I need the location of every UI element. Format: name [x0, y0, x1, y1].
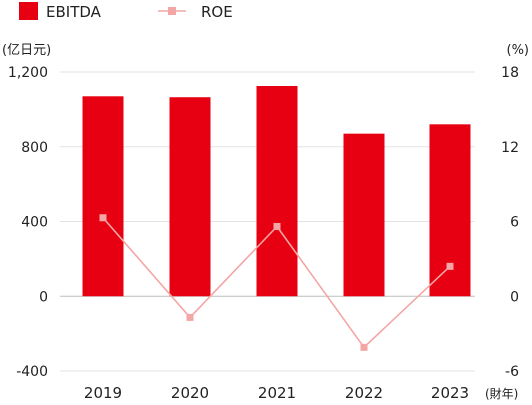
right-axis-unit-label: (%) [507, 43, 530, 58]
legend-label-ebitda: EBITDA [46, 3, 102, 21]
ebitda-bars [82, 86, 471, 297]
right-tick-label: 18 [501, 65, 519, 81]
legend: EBITDA ROE [19, 2, 233, 21]
right-tick-label: 0 [510, 289, 519, 305]
ebitda-bar [429, 124, 471, 297]
roe-point [99, 214, 107, 222]
roe-series [99, 214, 454, 351]
roe-point [186, 313, 194, 321]
right-axis-ticks: 18 12 6 0 -6 [501, 65, 519, 380]
ebitda-bar [169, 97, 211, 297]
roe-point [273, 222, 281, 230]
left-axis-unit-label: (亿日元) [2, 43, 51, 58]
x-tick-label: 2022 [345, 384, 383, 401]
left-tick-label: 1,200 [8, 65, 48, 81]
left-tick-label: 800 [21, 140, 48, 156]
ebitda-bar [343, 133, 385, 297]
x-tick-label: 2021 [258, 384, 296, 401]
legend-swatch-ebitda [19, 2, 38, 20]
ebitda-bar [82, 96, 124, 297]
right-tick-label: 6 [510, 215, 519, 231]
x-axis-unit-label: (財年) [485, 386, 518, 401]
left-axis-ticks: 1,200 800 400 0 -400 [8, 65, 48, 380]
ebitda-bar [256, 86, 298, 297]
right-tick-label: -6 [505, 364, 519, 380]
left-tick-label: 400 [21, 215, 48, 231]
x-tick-label: 2023 [431, 384, 469, 401]
x-tick-label: 2019 [84, 384, 122, 401]
left-tick-label: 0 [39, 289, 48, 305]
right-tick-label: 12 [501, 140, 519, 156]
roe-point [360, 343, 368, 351]
x-tick-label: 2020 [171, 384, 209, 401]
x-axis-ticks: 2019 2020 2021 2022 2023 [84, 384, 469, 402]
left-tick-label: -400 [16, 364, 48, 380]
roe-point [446, 262, 454, 270]
legend-swatch-roe-marker [168, 7, 176, 15]
legend-label-roe: ROE [201, 3, 233, 21]
